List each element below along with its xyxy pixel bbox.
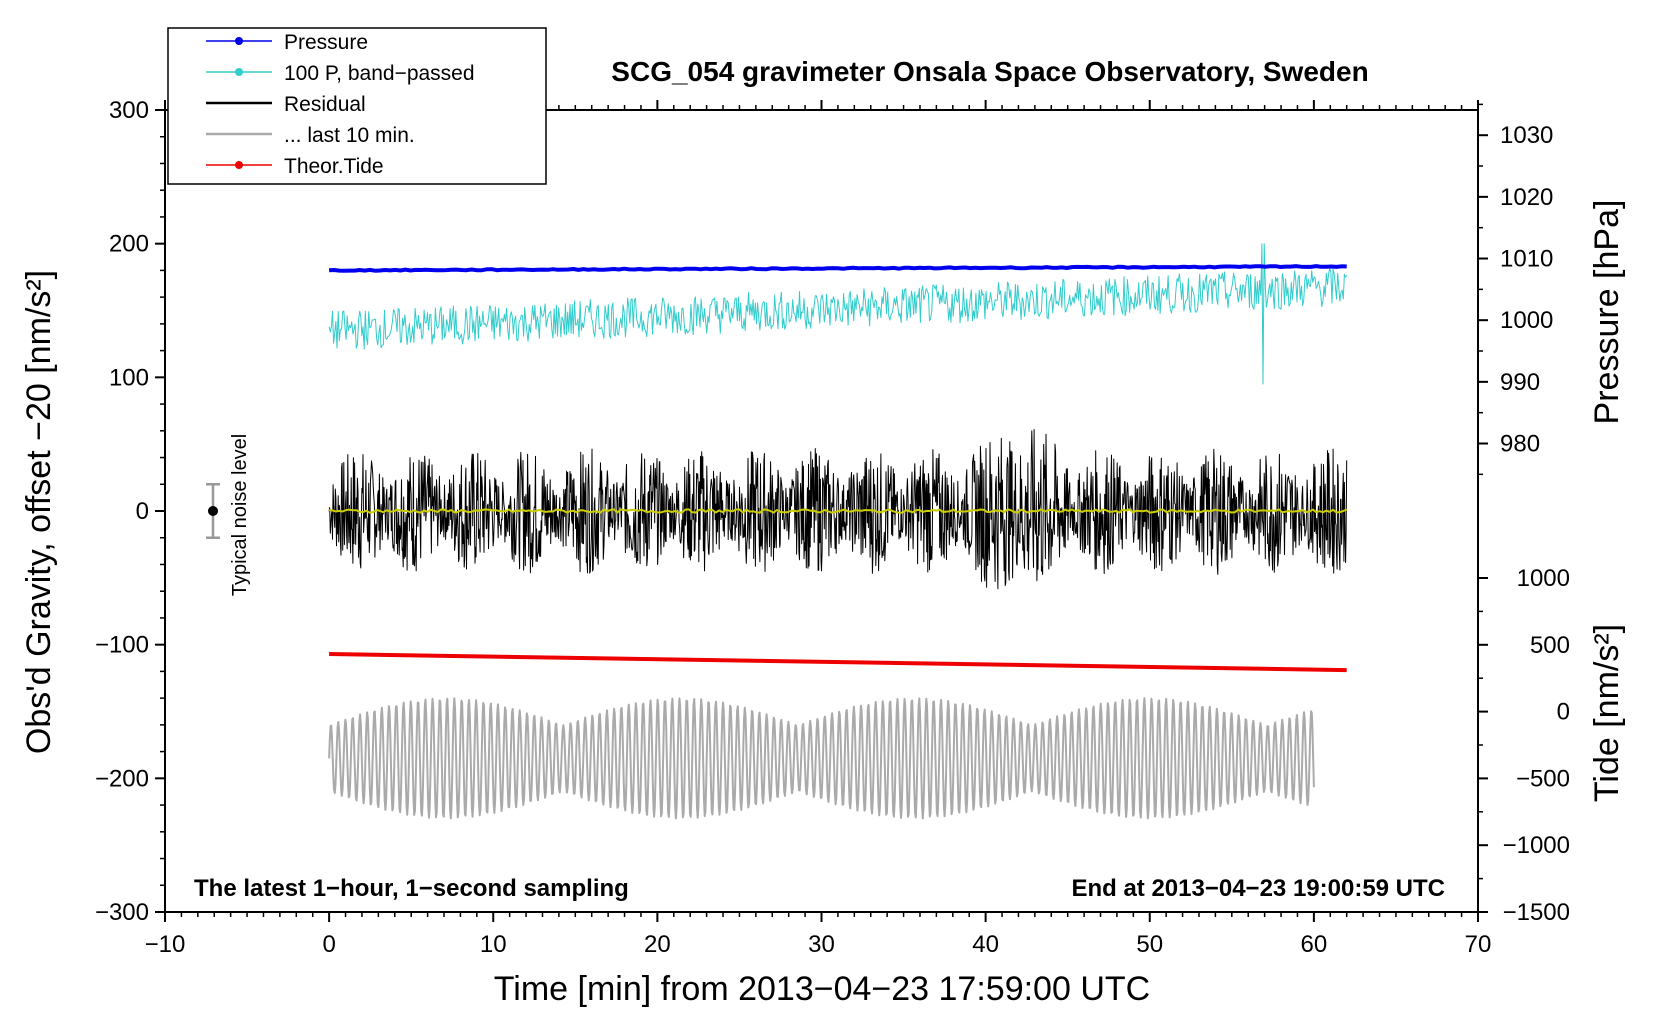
x-tick-label: 10 [480, 931, 507, 958]
legend-label: 100 P, band−passed [284, 62, 475, 85]
pressure-tick-label: 1010 [1500, 246, 1553, 273]
y-axis-pressure: 980 990 1000 1010 1020 1030 [1478, 103, 1553, 476]
x-tick-label: 0 [322, 931, 335, 958]
x-tick-label: 40 [972, 931, 999, 958]
legend-marker [235, 37, 243, 45]
y-axis-pressure-label: Pressure [hPa] [1588, 200, 1626, 425]
residual-line [328, 429, 1348, 590]
pressure-tick-label: 1000 [1500, 307, 1553, 334]
y-axis-left: −300 −200 −100 0 100 200 300 [95, 97, 165, 926]
legend-label: ... last 10 min. [284, 124, 415, 147]
noise-indicator: Typical noise level [206, 434, 251, 596]
y-tick-label: 0 [136, 498, 149, 525]
bottom-left-note: The latest 1−hour, 1−second sampling [194, 875, 629, 902]
x-tick-label: 60 [1301, 931, 1328, 958]
pressure-tick-label: 1020 [1500, 184, 1553, 211]
y-axis-tide: −1500 −1000 −500 0 500 1000 [1478, 565, 1570, 926]
legend-label: Theor.Tide [284, 155, 384, 178]
series-group [328, 243, 1348, 820]
tide-tick-label: −1000 [1503, 832, 1570, 859]
y-tick-label: 300 [109, 97, 149, 124]
y-tick-label: −300 [95, 899, 149, 926]
tide-tick-label: 500 [1530, 632, 1570, 659]
tide-tick-label: −500 [1516, 765, 1570, 792]
legend-box [167, 27, 547, 185]
x-tick-label: −10 [145, 931, 186, 958]
x-tick-label: 30 [808, 931, 835, 958]
bottom-right-note: End at 2013−04−23 19:00:59 UTC [1071, 875, 1445, 902]
noise-dot [208, 506, 218, 516]
x-tick-label: 50 [1136, 931, 1163, 958]
x-axis-label: Time [min] from 2013−04−23 17:59:00 UTC [494, 970, 1150, 1008]
last-10-min-line [328, 697, 1315, 820]
x-axis: −10 0 10 20 30 40 50 60 70 [145, 100, 1492, 958]
pressure-tick-label: 980 [1500, 431, 1540, 458]
tide-tick-label: 1000 [1517, 565, 1570, 592]
y-tick-label: −100 [95, 632, 149, 659]
legend-marker [235, 68, 243, 76]
y-axis-left-label: Obs'd Gravity, offset −20 [nm/s²] [20, 270, 58, 754]
mean-residual-line [329, 508, 1348, 514]
y-tick-label: 100 [109, 364, 149, 391]
legend-label: Pressure [284, 31, 368, 54]
x-tick-label: 70 [1465, 931, 1492, 958]
pressure-tick-label: 1030 [1500, 122, 1553, 149]
noise-label: Typical noise level [229, 434, 251, 596]
band-passed-pressure-line [328, 243, 1348, 385]
y-tick-label: −200 [95, 765, 149, 792]
chart-title: SCG_054 gravimeter Onsala Space Observat… [611, 56, 1368, 87]
legend-marker [235, 161, 243, 169]
theor-tide-line [329, 652, 1347, 673]
legend: Pressure 100 P, band−passed Residual ... la… [167, 27, 547, 185]
tide-tick-label: 0 [1557, 699, 1570, 726]
y-tick-label: 200 [109, 231, 149, 258]
x-tick-label: 20 [644, 931, 671, 958]
legend-label: Residual [284, 93, 366, 116]
y-axis-tide-label: Tide [nm/s²] [1588, 624, 1626, 802]
pressure-line [328, 264, 1347, 273]
tide-tick-label: −1500 [1503, 899, 1570, 926]
pressure-tick-label: 990 [1500, 369, 1540, 396]
